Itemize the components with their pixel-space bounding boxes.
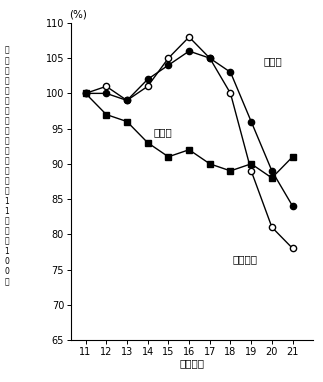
Text: (%): (%) <box>69 10 87 20</box>
Text: 学校数: 学校数 <box>154 127 172 137</box>
Text: 生徒数: 生徒数 <box>264 57 282 67</box>
Text: 学
校
数
・
生
徒
数
・
入
学
者
数
（
平
成
1
1
年
度
＝
1
0
0
）: 学 校 数 ・ 生 徒 数 ・ 入 学 者 数 （ 平 成 1 1 年 度 ＝ … <box>4 46 9 286</box>
Text: 入学者数: 入学者数 <box>233 254 257 264</box>
X-axis label: （年度）: （年度） <box>180 358 205 368</box>
